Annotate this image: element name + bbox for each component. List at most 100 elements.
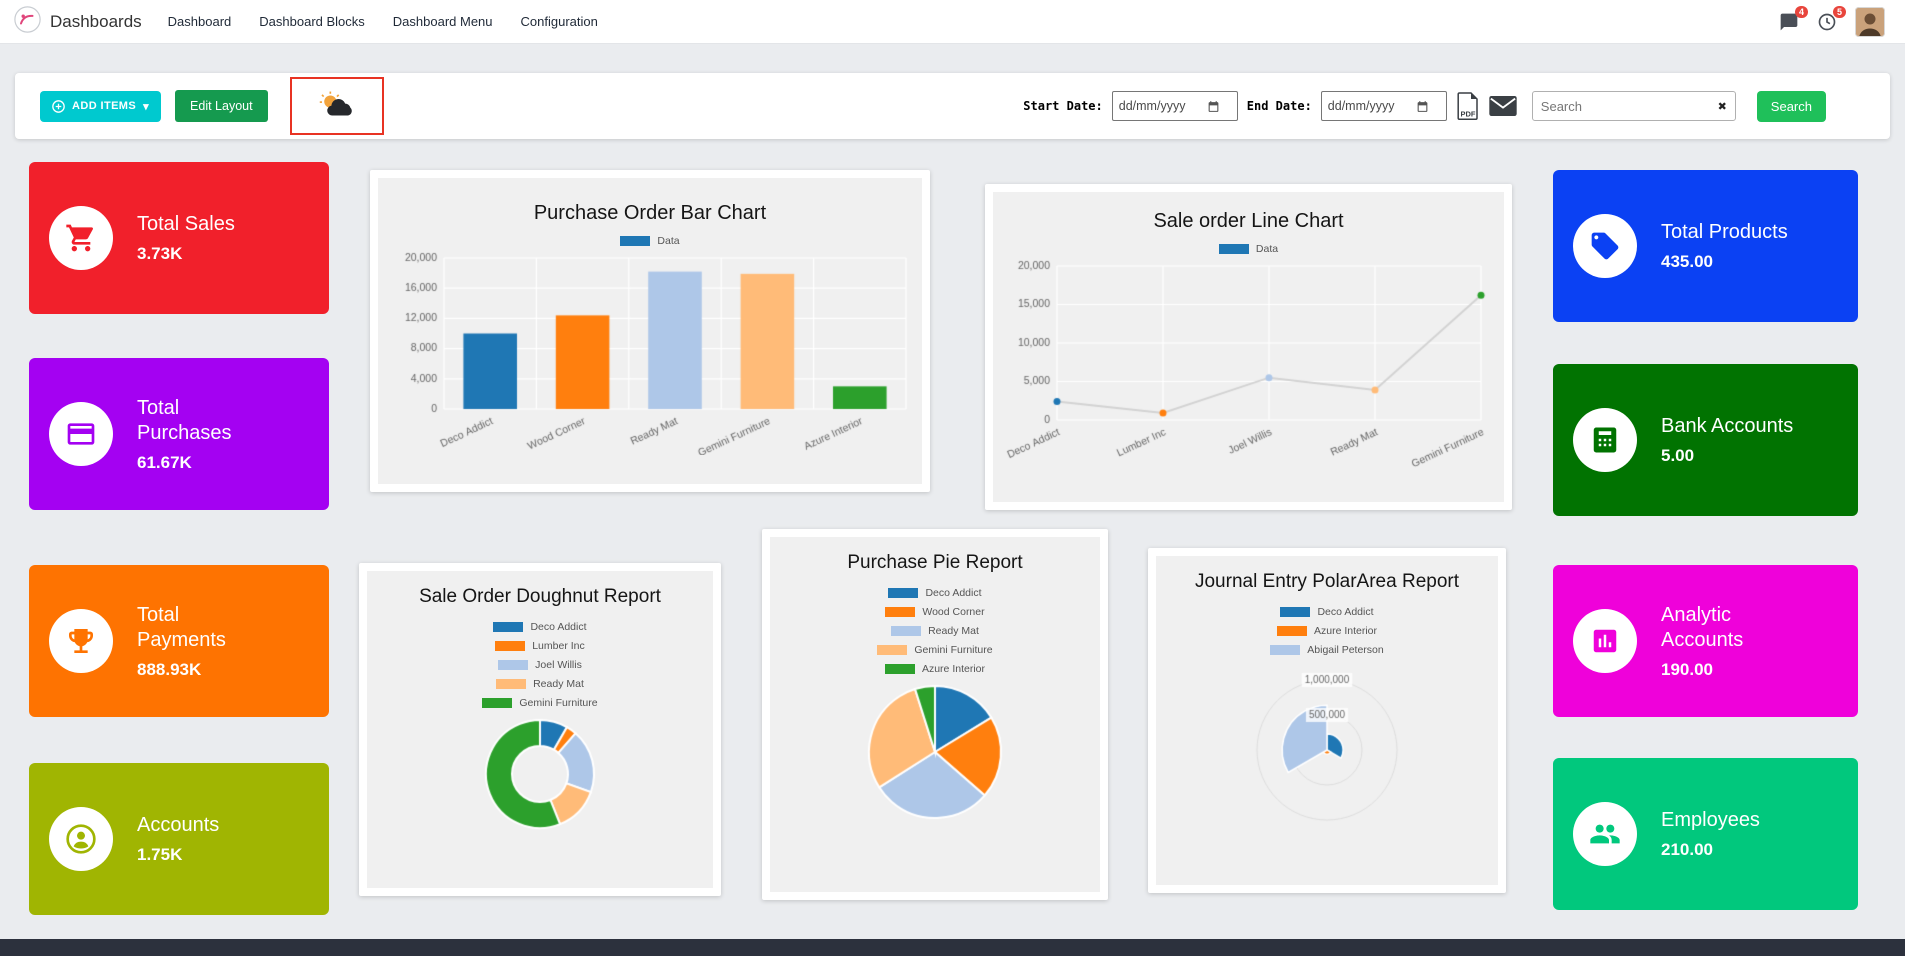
start-date-field[interactable] — [1111, 91, 1238, 121]
sale-order-doughnut-card: Sale Order Doughnut Report Deco Addict L… — [359, 563, 721, 896]
purchase-order-bar-chart-canvas[interactable] — [380, 250, 920, 455]
tile-value: 190.00 — [1661, 659, 1713, 679]
tile-title: Total Products — [1661, 221, 1788, 243]
bottom-dark-bar — [0, 939, 1905, 956]
legend-color-box — [888, 587, 919, 598]
messages-button[interactable]: 4 — [1779, 5, 1808, 32]
right-tile-column: Total Products 435.00 Bank Accounts 5.00… — [1553, 162, 1858, 915]
tile-value: 210.00 — [1661, 840, 1713, 859]
calculator-icon — [1573, 408, 1637, 472]
line-chart-legend[interactable]: Data — [1218, 243, 1278, 255]
tile-accounts[interactable]: Accounts 1.75K — [29, 763, 329, 915]
journal-entry-polararea-canvas[interactable] — [1227, 662, 1427, 830]
user-avatar[interactable] — [1855, 6, 1885, 37]
legend-item[interactable]: Ready Mat — [891, 621, 979, 640]
sale-order-line-chart-canvas[interactable] — [998, 258, 1499, 470]
activities-button[interactable]: 5 — [1817, 5, 1846, 32]
weather-toggle-button[interactable] — [317, 91, 357, 121]
pie-chart-title: Purchase Pie Report — [847, 552, 1023, 573]
legend-color-box — [495, 640, 526, 651]
tile-total-purchases[interactable]: Total Purchases 61.67K — [29, 358, 329, 510]
legend-color-box — [498, 659, 529, 670]
tile-total-sales[interactable]: Total Sales 3.73K — [29, 162, 329, 314]
chat-icon — [1780, 13, 1798, 30]
legend-item[interactable]: Ready Mat — [496, 674, 584, 693]
start-date-input[interactable] — [1118, 99, 1203, 113]
legend-item[interactable]: Abigail Peterson — [1270, 640, 1384, 659]
menu-item-dashboard-menu[interactable]: Dashboard Menu — [392, 14, 493, 29]
legend-color-box — [620, 236, 651, 246]
clear-search-icon[interactable]: ✖ — [1717, 100, 1727, 113]
legend-item[interactable]: Azure Interior — [884, 659, 985, 678]
tile-title: Total Sales — [137, 213, 235, 235]
bar-chart-icon — [1573, 609, 1637, 673]
tile-value: 3.73K — [137, 244, 183, 263]
legend-item[interactable]: Deco Addict — [493, 617, 587, 636]
sale-order-doughnut-canvas[interactable] — [450, 715, 630, 833]
menu-item-configuration[interactable]: Configuration — [520, 14, 598, 29]
left-tile-column: Total Sales 3.73K Total Purchases 61.67K… — [29, 162, 329, 915]
tile-analytic-accounts[interactable]: Analytic Accounts 190.00 — [1553, 565, 1858, 717]
legend-item[interactable]: Wood Corner — [885, 602, 985, 621]
envelope-icon — [1489, 96, 1517, 116]
end-date-field[interactable] — [1320, 91, 1447, 121]
cart-icon — [49, 206, 113, 270]
send-mail-button[interactable] — [1489, 96, 1517, 116]
tile-title: Bank Accounts — [1661, 415, 1794, 437]
tile-title: Total Payments — [137, 603, 226, 651]
menu-item-dashboard[interactable]: Dashboard — [167, 14, 232, 29]
menu-item-dashboard-blocks[interactable]: Dashboard Blocks — [259, 14, 365, 29]
polararea-chart-title: Journal Entry PolarArea Report — [1194, 571, 1459, 592]
tile-title: Employees — [1661, 809, 1760, 831]
bar-chart-legend[interactable]: Data — [620, 235, 680, 247]
search-button[interactable]: Search — [1756, 90, 1826, 122]
sun-cloud-icon — [319, 91, 352, 116]
pie-chart-legend: Deco Addict Wood Corner Ready Mat Gemini… — [877, 583, 993, 678]
tile-total-products[interactable]: Total Products 435.00 — [1553, 170, 1858, 322]
doughnut-chart-legend: Deco Addict Lumber Inc Joel Willis Ready… — [482, 617, 598, 712]
edit-layout-button[interactable]: Edit Layout — [175, 90, 268, 122]
legend-item[interactable]: Gemini Furniture — [482, 693, 598, 712]
purchase-pie-canvas[interactable] — [850, 681, 1020, 823]
svg-text:PDF: PDF — [1460, 110, 1475, 119]
tile-title: Accounts — [137, 814, 220, 836]
tile-value: 5.00 — [1661, 446, 1695, 465]
legend-item[interactable]: Deco Addict — [1280, 602, 1374, 621]
legend-color-box — [1276, 625, 1307, 636]
tile-value: 61.67K — [137, 452, 192, 472]
main-menu: Dashboard Dashboard Blocks Dashboard Men… — [168, 10, 598, 33]
line-chart-title: Sale order Line Chart — [1153, 210, 1344, 232]
charts-area: Purchase Order Bar Chart Data Sale order… — [359, 162, 1523, 915]
tile-employees[interactable]: Employees 210.00 — [1553, 758, 1858, 910]
sale-order-line-chart-card: Sale order Line Chart Data — [985, 184, 1512, 510]
tile-value: 888.93K — [137, 659, 202, 679]
messages-badge: 4 — [1794, 5, 1808, 19]
doughnut-chart-title: Sale Order Doughnut Report — [419, 586, 661, 607]
legend-item[interactable]: Deco Addict — [888, 583, 982, 602]
legend-item[interactable]: Joel Willis — [498, 655, 582, 674]
tile-total-payments[interactable]: Total Payments 888.93K — [29, 565, 329, 717]
legend-color-box — [885, 606, 916, 617]
caret-down-icon: ▾ — [143, 100, 150, 113]
legend-color-box — [1280, 606, 1311, 617]
add-items-button[interactable]: ADD ITEMS ▾ — [40, 90, 162, 122]
calendar-icon — [1417, 100, 1428, 112]
end-date-input[interactable] — [1327, 99, 1412, 113]
app-brand[interactable]: Dashboards — [14, 5, 142, 38]
legend-item[interactable]: Azure Interior — [1276, 621, 1377, 640]
search-input[interactable] — [1540, 98, 1718, 114]
tile-bank-accounts[interactable]: Bank Accounts 5.00 — [1553, 364, 1858, 516]
app-logo-icon — [14, 5, 41, 38]
calendar-icon — [1208, 100, 1219, 112]
dashboard-toolbar: ADD ITEMS ▾ Edit Layout Start Date: End … — [15, 73, 1890, 139]
legend-color-box — [891, 625, 922, 636]
legend-item[interactable]: Gemini Furniture — [877, 640, 993, 659]
legend-item[interactable]: Lumber Inc — [495, 636, 585, 655]
search-field[interactable]: ✖ — [1531, 91, 1736, 121]
polararea-chart-legend: Deco Addict Azure Interior Abigail Peter… — [1270, 602, 1384, 659]
legend-color-box — [496, 678, 527, 689]
legend-color-box — [1218, 244, 1249, 254]
weather-highlight-box — [289, 77, 384, 135]
export-pdf-button[interactable]: PDF — [1456, 92, 1480, 120]
clock-icon — [1818, 13, 1836, 30]
